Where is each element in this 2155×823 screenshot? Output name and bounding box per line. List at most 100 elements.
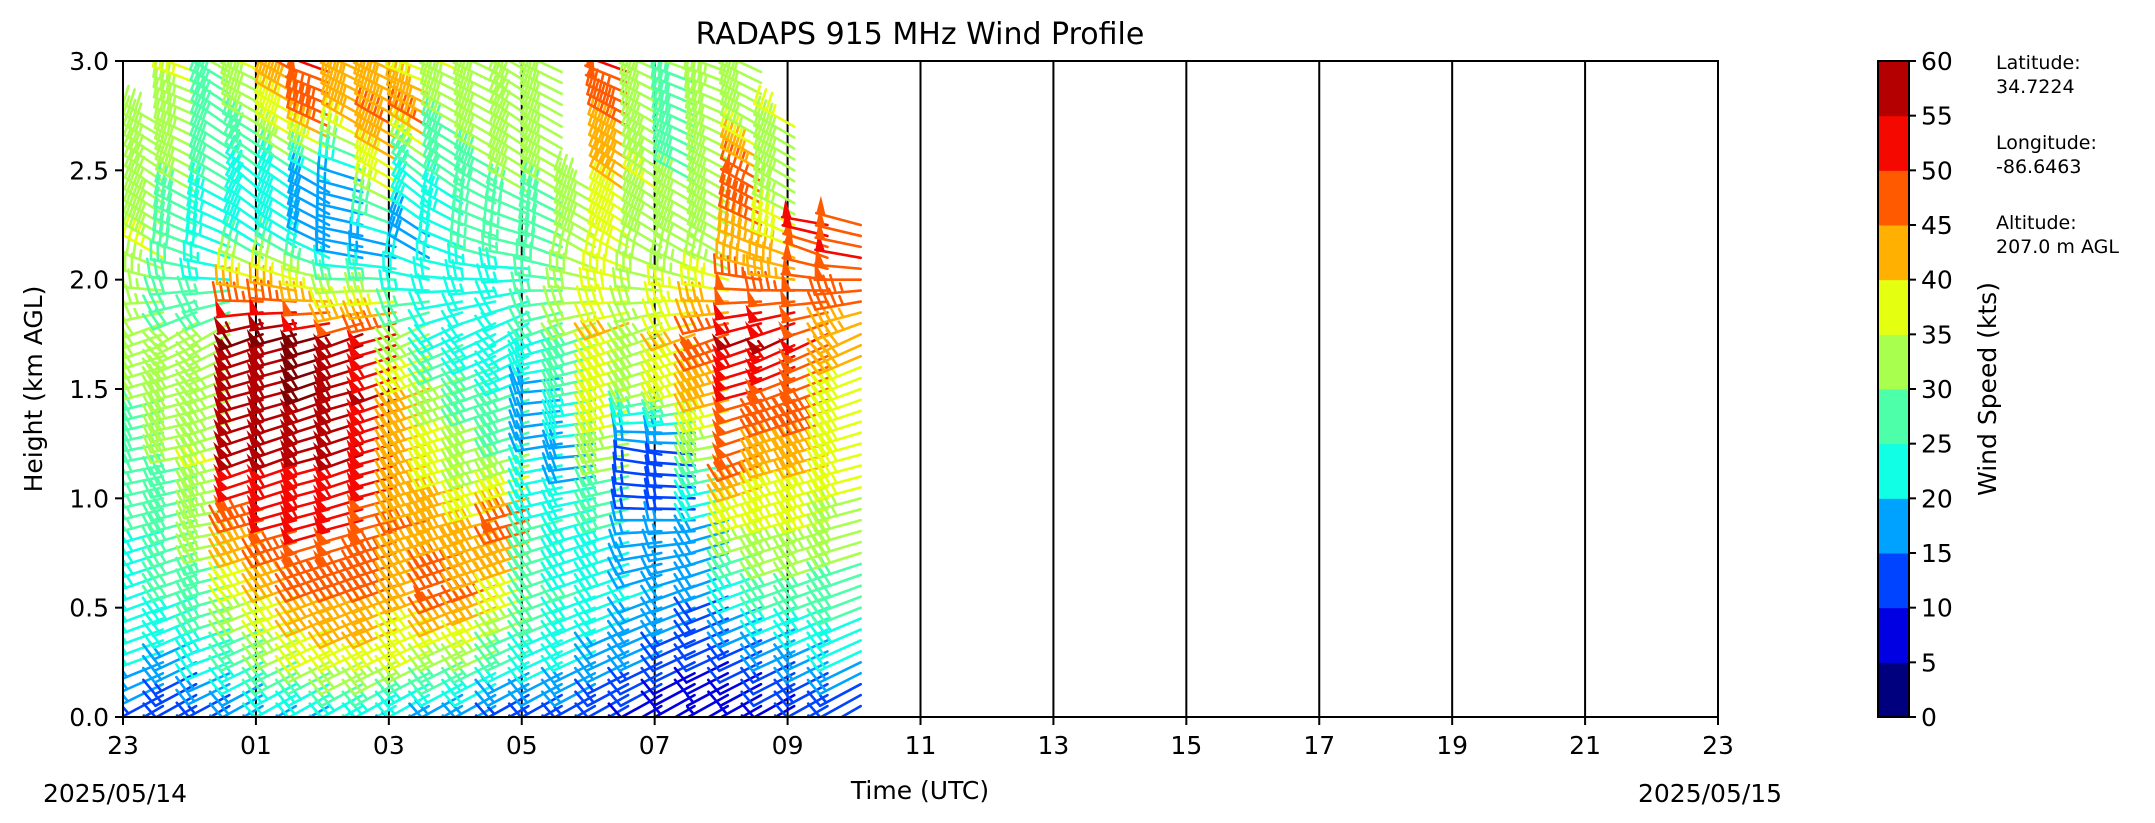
wind-barb: [778, 376, 829, 396]
wind-barb: [407, 306, 464, 328]
wind-barb: [740, 682, 796, 708]
wind-barb: [353, 163, 397, 205]
wind-barb: [607, 639, 663, 661]
wind-barb: [246, 453, 298, 472]
wind-barb: [174, 403, 231, 427]
x-tick-label: 17: [1303, 731, 1335, 760]
wind-barb: [407, 487, 464, 512]
wind-barb: [123, 232, 165, 271]
wind-barb: [474, 639, 530, 661]
wind-barb: [280, 313, 331, 333]
wind-barb: [739, 522, 796, 545]
wind-barb: [474, 498, 530, 523]
colorbar-tick-label: 15: [1921, 539, 1953, 568]
wind-barb: [507, 682, 563, 708]
wind-barb: [187, 162, 231, 205]
wind-barb: [806, 478, 862, 501]
wind-barb: [711, 317, 763, 337]
wind-barb: [778, 387, 829, 407]
wind-barb: [574, 431, 630, 454]
y-tick-label: 1.0: [69, 484, 109, 513]
colorbar-tick-label: 45: [1921, 211, 1953, 240]
colorbar-tick-label: 30: [1921, 375, 1953, 404]
wind-barb: [453, 162, 497, 205]
wind-barb: [407, 671, 464, 696]
wind-barb: [175, 682, 231, 706]
wind-barb: [673, 524, 730, 545]
wind-barb: [806, 467, 862, 490]
wind-barb: [673, 606, 730, 626]
wind-barb: [520, 84, 563, 128]
wind-barb: [274, 660, 331, 684]
wind-barb: [221, 215, 264, 260]
wind-barb: [575, 283, 630, 306]
wind-barb: [778, 354, 829, 376]
wind-barb: [468, 61, 497, 74]
wind-barb: [540, 671, 597, 696]
wind-barb: [706, 522, 763, 545]
wind-barb: [208, 650, 264, 673]
station-info: Latitude: 34.7224 Longitude: -86.6463 Al…: [1996, 52, 2119, 258]
wind-barb: [573, 489, 630, 511]
wind-barb: [773, 533, 829, 557]
wind-barb: [123, 540, 165, 556]
wind-barb: [607, 682, 663, 708]
wind-barb: [343, 271, 397, 293]
wind-barb: [452, 61, 497, 85]
wind-barb: [175, 292, 231, 314]
wind-barb: [123, 617, 165, 635]
colorbar-bin: [1878, 279, 1909, 335]
wind-barb: [141, 605, 198, 626]
wind-barb: [808, 273, 862, 296]
wind-barb: [208, 520, 264, 545]
wind-barb: [341, 623, 397, 650]
wind-barb: [706, 639, 763, 661]
wind-barb: [142, 693, 198, 717]
wind-barb: [535, 61, 563, 74]
colorbar-tick-label: 10: [1921, 594, 1953, 623]
wind-barb: [574, 693, 630, 717]
wind-barb: [574, 464, 630, 488]
wind-barb: [740, 671, 796, 696]
x-tick-label: 03: [373, 731, 405, 760]
wind-barb: [175, 530, 231, 553]
wind-barb: [387, 215, 431, 260]
wind-barb: [607, 693, 663, 717]
wind-barb: [507, 605, 563, 626]
colorbar-bin: [1878, 607, 1909, 663]
wind-barb: [507, 693, 563, 717]
wind-barb: [813, 261, 862, 281]
wind-barb: [346, 352, 397, 371]
wind-barb: [739, 465, 796, 490]
wind-barb: [441, 661, 497, 684]
x-tick-label: 05: [506, 731, 538, 760]
longitude-label: Longitude:: [1996, 132, 2097, 154]
wind-barb: [346, 364, 397, 383]
wind-barb: [308, 682, 364, 708]
wind-barb: [718, 174, 763, 216]
wind-barb: [418, 197, 464, 238]
wind-barb: [508, 287, 563, 309]
wind-barb: [718, 186, 763, 227]
wind-barb: [685, 682, 730, 708]
y-tick-label: 2.5: [69, 156, 109, 185]
wind-barb: [740, 693, 796, 717]
y-tick-label: 3.0: [69, 47, 109, 76]
wind-barb: [142, 704, 198, 717]
wind-barb: [507, 524, 563, 545]
wind-barb: [346, 526, 397, 545]
wind-barb: [407, 531, 464, 557]
wind-barb: [640, 661, 696, 684]
wind-barb: [640, 617, 696, 638]
wind-barb: [686, 693, 730, 717]
wind-barb: [607, 671, 663, 696]
wind-barb: [574, 453, 630, 476]
wind-barb: [518, 61, 563, 85]
wind-barb: [573, 512, 630, 534]
wind-barb: [213, 406, 264, 426]
wind-barb: [179, 257, 231, 281]
colorbar-tick-label: 25: [1921, 430, 1953, 459]
wind-barb: [773, 671, 829, 696]
wind-barb: [673, 704, 696, 717]
wind-barb: [346, 340, 397, 360]
